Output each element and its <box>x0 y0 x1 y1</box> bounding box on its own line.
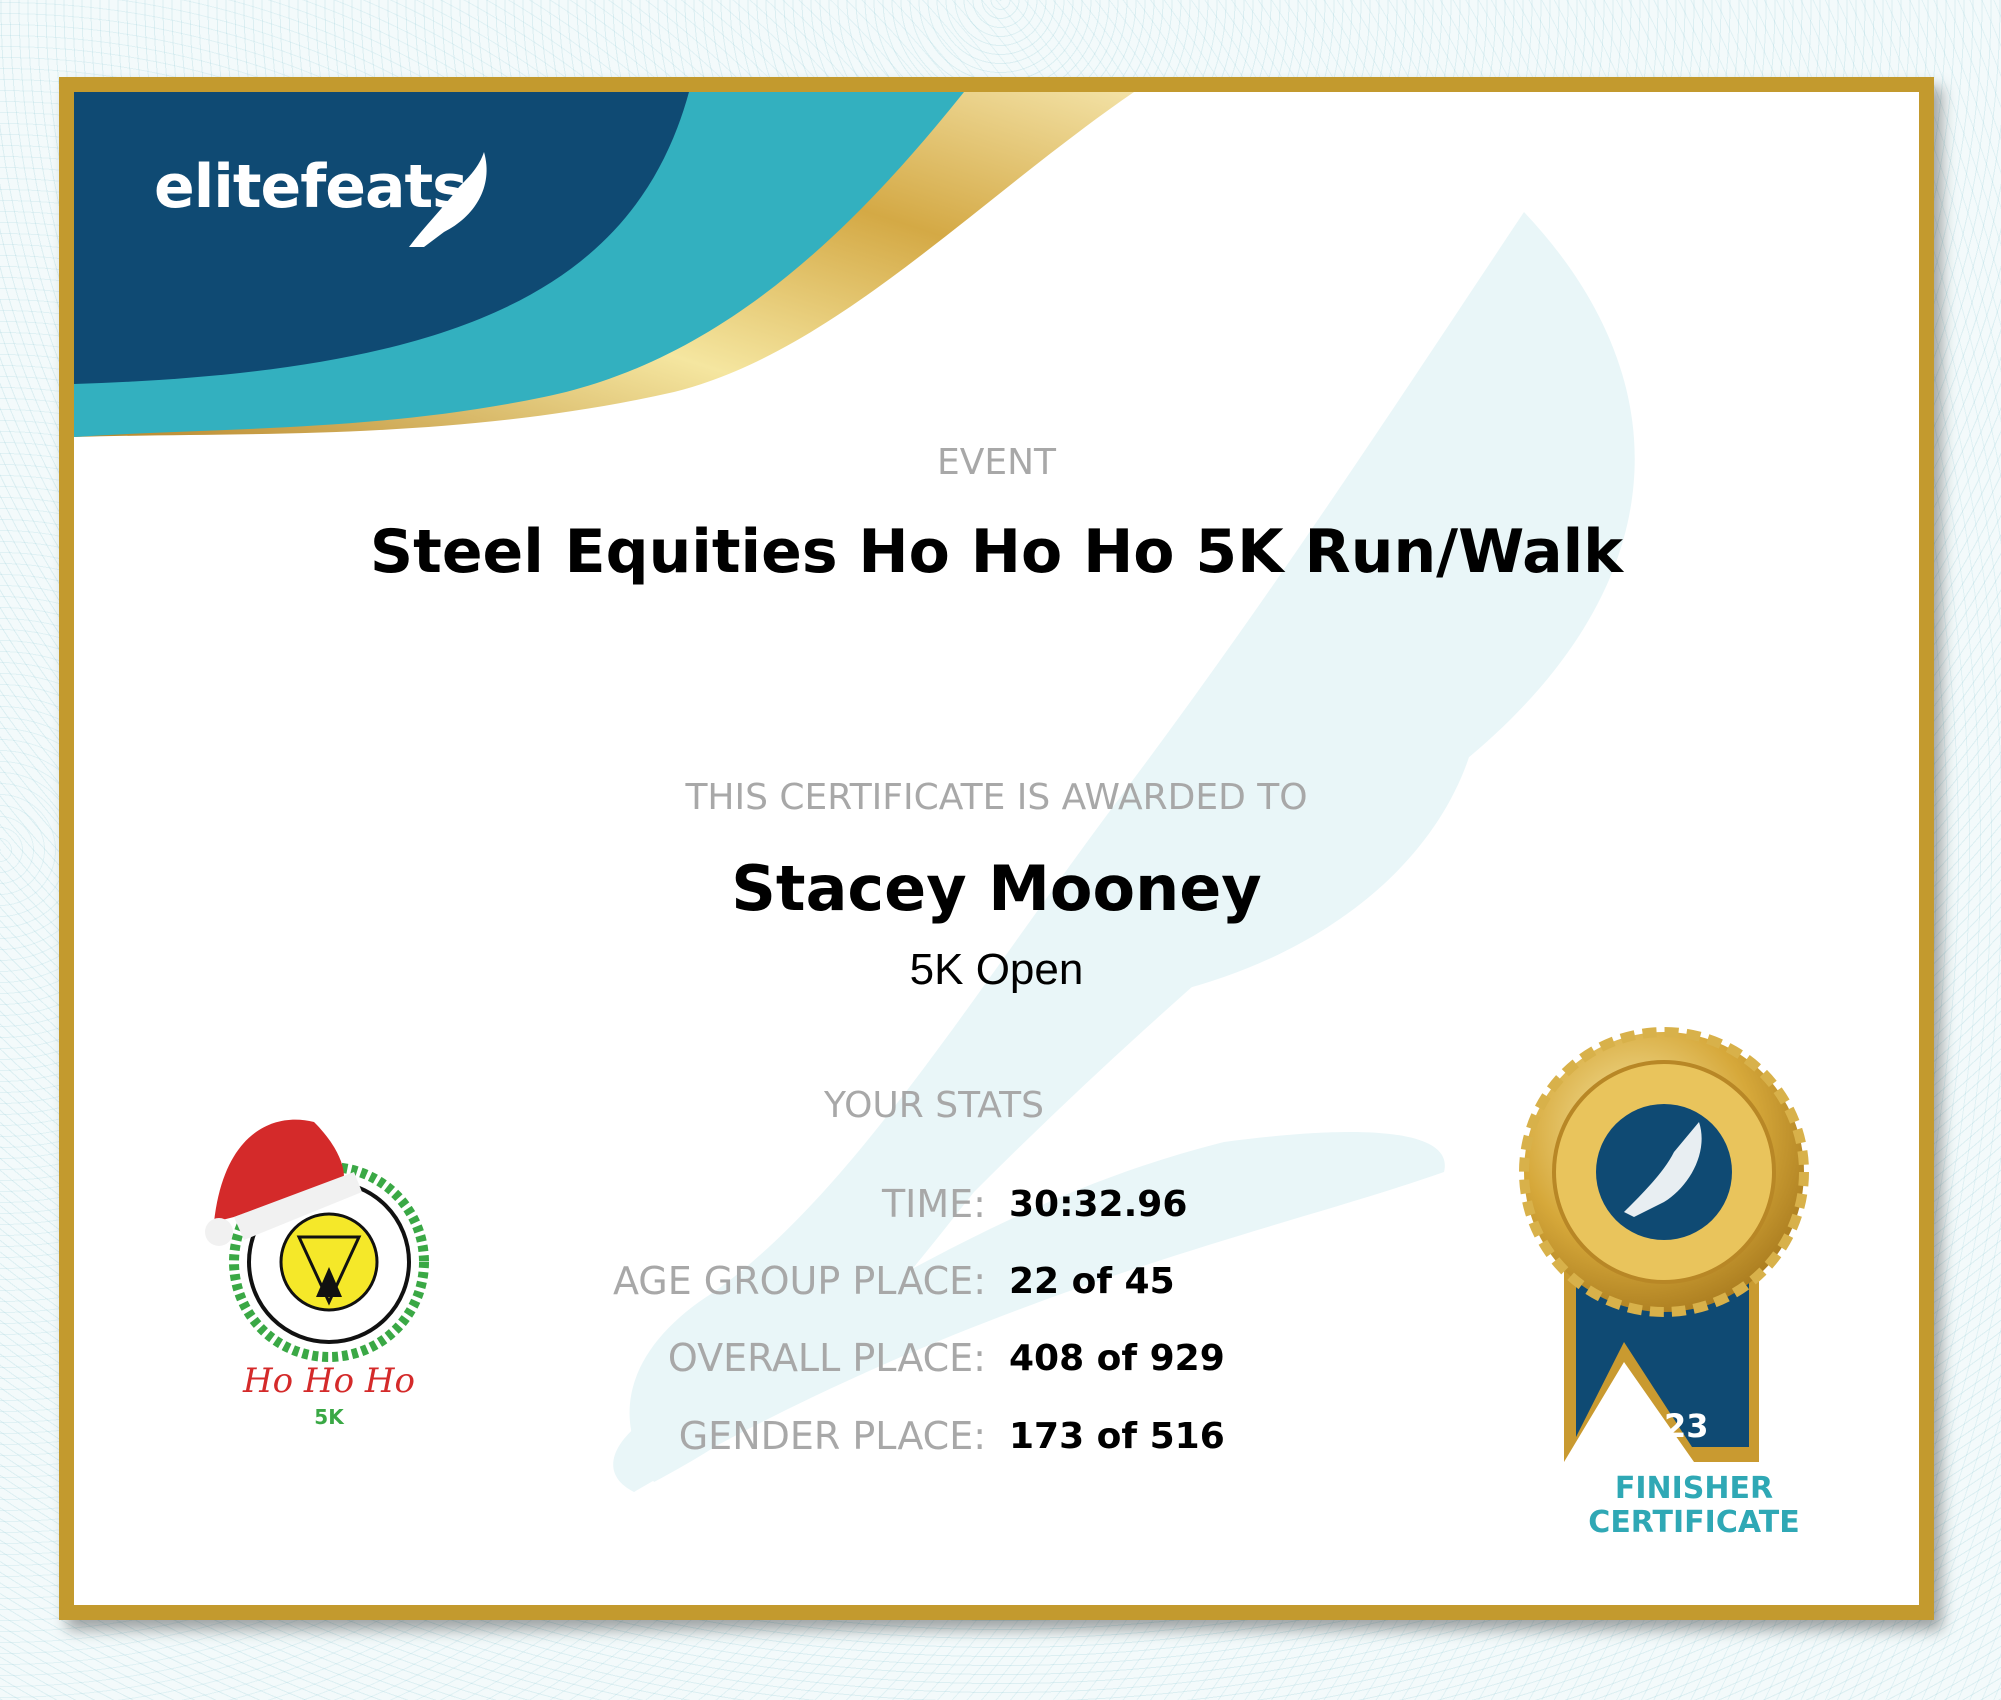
winged-foot-icon <box>409 152 487 247</box>
stat-label: AGE GROUP PLACE: <box>612 1259 986 1303</box>
elitefeats-logo: elitefeats <box>154 152 468 222</box>
svg-text:2023: 2023 <box>1619 1407 1708 1445</box>
stat-value: 408 of 929 <box>1009 1338 1225 1379</box>
caption-line-2: CERTIFICATE <box>1588 1505 1800 1540</box>
finisher-caption: FINISHER CERTIFICATE <box>1544 1472 1844 1540</box>
division: 5K Open <box>909 945 1084 994</box>
header-swoosh <box>74 92 1134 437</box>
stat-row-gender: GENDER PLACE: 173 of 516 <box>74 1414 1919 1464</box>
stat-value: 173 of 516 <box>1009 1416 1225 1457</box>
svg-text:Ho Ho Ho: Ho Ho Ho <box>242 1361 415 1401</box>
stat-label: OVERALL PLACE: <box>667 1336 986 1380</box>
stats-heading: YOUR STATS <box>824 1085 1044 1126</box>
stat-label: TIME: <box>881 1182 986 1226</box>
certificate: elitefeats EVENT Steel Equities Ho Ho Ho… <box>59 77 1934 1620</box>
awarded-label: THIS CERTIFICATE IS AWARDED TO <box>685 777 1308 818</box>
stat-value: 22 of 45 <box>1009 1261 1175 1302</box>
stat-value: 30:32.96 <box>1009 1184 1188 1225</box>
stat-row-overall: OVERALL PLACE: 408 of 929 <box>74 1336 1919 1386</box>
winged-foot-watermark <box>613 212 1635 1492</box>
running-long-island-logo: Ho Ho Ho 5K <box>205 1119 429 1429</box>
stat-row-age-group: AGE GROUP PLACE: 22 of 45 <box>74 1259 1919 1309</box>
participant-name: Stacey Mooney <box>731 852 1262 925</box>
stat-row-time: TIME: 30:32.96 <box>74 1182 1919 1232</box>
event-name: Steel Equities Ho Ho Ho 5K Run/Walk <box>369 517 1624 587</box>
event-label: EVENT <box>936 442 1057 483</box>
stat-label: GENDER PLACE: <box>678 1414 986 1458</box>
svg-text:5K: 5K <box>314 1405 345 1429</box>
finisher-medal: 2023 <box>1519 1027 1809 1462</box>
caption-line-1: FINISHER <box>1614 1471 1774 1506</box>
